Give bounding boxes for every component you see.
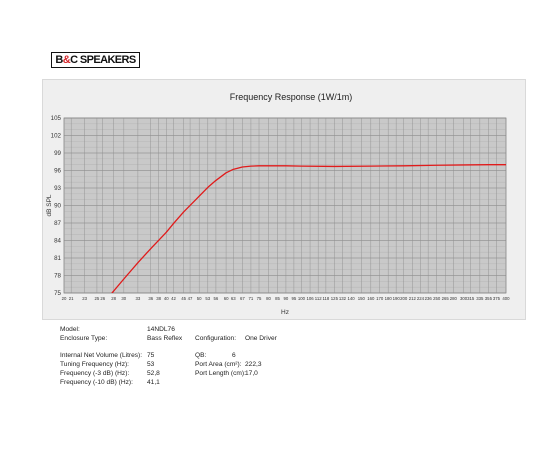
x-tick-label: 100 xyxy=(298,296,306,301)
spec-tuning-value: 53 xyxy=(147,361,155,368)
x-tick-label: 125 xyxy=(331,296,339,301)
x-tick-label: 40 xyxy=(164,296,169,301)
x-tick-label: 71 xyxy=(249,296,254,301)
x-tick-label: 335 xyxy=(476,296,484,301)
x-tick-label: 21 xyxy=(69,296,74,301)
spec-volume-value: 75 xyxy=(147,352,155,359)
x-tick-label: 160 xyxy=(367,296,375,301)
x-tick-label: 224 xyxy=(417,296,425,301)
x-tick-label: 26 xyxy=(100,296,105,301)
spec-f3-label: Frequency (-3 dB) (Hz): xyxy=(60,370,130,377)
frequency-response-chart: Frequency Response (1W/1m) 75 78 81 84 87 90 93… xyxy=(46,92,510,316)
x-tick-label: 300 xyxy=(460,296,468,301)
x-tick-label: 250 xyxy=(433,296,441,301)
chart-panel: Frequency Response (1W/1m) 75 78 81 84 87 90 93… xyxy=(42,79,526,320)
spec-config-label: Configuration: xyxy=(195,335,237,342)
response-curve-series-0 xyxy=(111,164,506,293)
x-tick-label: 355 xyxy=(485,296,493,301)
x-tick-label: 375 xyxy=(493,296,501,301)
y-tick-label: 78 xyxy=(54,273,61,280)
spec-qb-value: 6 xyxy=(232,352,236,359)
y-tick-label: 90 xyxy=(54,203,61,210)
x-tick-label: 47 xyxy=(188,296,193,301)
x-tick-label: 212 xyxy=(409,296,417,301)
y-tick-label: 102 xyxy=(51,133,62,140)
x-tick-label: 180 xyxy=(385,296,393,301)
y-tick-label: 105 xyxy=(51,115,62,122)
x-tick-label: 28 xyxy=(111,296,116,301)
y-tick-label: 75 xyxy=(54,290,61,297)
x-tick-label: 112 xyxy=(315,296,322,301)
x-tick-label: 118 xyxy=(322,296,329,301)
x-tick-label: 38 xyxy=(156,296,161,301)
x-tick-label: 53 xyxy=(205,296,210,301)
x-tick-label: 170 xyxy=(376,296,384,301)
x-tick-label: 25 xyxy=(95,296,100,301)
spec-tuning-label: Tuning Frequency (Hz): xyxy=(60,361,130,368)
x-tick-label: 33 xyxy=(135,296,140,301)
x-tick-label: 150 xyxy=(358,296,366,301)
x-tick-label: 67 xyxy=(240,296,245,301)
logo-text-a: B xyxy=(55,54,63,66)
y-tick-label: 84 xyxy=(54,238,61,245)
x-tick-label: 63 xyxy=(231,296,236,301)
x-tick-label: 90 xyxy=(284,296,289,301)
x-tick-label: 265 xyxy=(442,296,450,301)
spec-port-length-value: 17,0 xyxy=(245,370,258,377)
spec-port-length-label: Port Length (cm): xyxy=(195,370,246,377)
x-tick-label: 140 xyxy=(348,296,356,301)
spec-qb-label: QB: xyxy=(195,352,207,359)
x-tick-label: 85 xyxy=(275,296,280,301)
x-tick-label: 75 xyxy=(257,296,262,301)
x-tick-label: 36 xyxy=(148,296,153,301)
x-tick-label: 200 xyxy=(400,296,408,301)
x-tick-label: 60 xyxy=(224,296,229,301)
x-tick-label: 280 xyxy=(450,296,458,301)
y-tick-label: 93 xyxy=(54,185,61,192)
spec-model-label: Model: xyxy=(60,326,80,333)
y-tick-label: 81 xyxy=(54,255,61,262)
spec-f3-value: 52,8 xyxy=(147,370,160,377)
spec-port-area-label: Port Area (cm²): xyxy=(195,361,242,368)
spec-f10-label: Frequency (-10 dB) (Hz): xyxy=(60,379,133,386)
x-tick-label: 50 xyxy=(197,296,202,301)
x-tick-label: 80 xyxy=(266,296,271,301)
x-tick-label: 236 xyxy=(425,296,433,301)
x-tick-label: 30 xyxy=(121,296,126,301)
x-tick-label: 23 xyxy=(82,296,87,301)
x-axis-label: Hz xyxy=(281,309,289,316)
spec-volume-label: Internal Net Volume (Litres): xyxy=(60,352,143,359)
logo-ampersand: & xyxy=(62,54,71,66)
chart-title: Frequency Response (1W/1m) xyxy=(230,92,353,102)
x-tick-label: 132 xyxy=(339,296,347,301)
logo-text-b: C SPEAKERS xyxy=(70,54,136,66)
x-tick-label: 315 xyxy=(467,296,475,301)
x-tick-label: 95 xyxy=(292,296,297,301)
y-tick-label: 87 xyxy=(54,220,61,227)
y-tick-label: 99 xyxy=(54,150,61,157)
spec-enclosure-label: Enclosure Type: xyxy=(60,335,108,342)
spec-f10-value: 41,1 xyxy=(147,379,160,386)
x-tick-label: 20 xyxy=(62,296,67,301)
x-tick-label: 42 xyxy=(171,296,176,301)
y-tick-label: 96 xyxy=(54,168,61,175)
spec-config-value: One Driver xyxy=(245,335,277,342)
y-axis-label: dB SPL xyxy=(46,194,53,216)
x-tick-label: 56 xyxy=(214,296,219,301)
x-tick-label: 106 xyxy=(306,296,314,301)
x-tick-label: 45 xyxy=(181,296,186,301)
spec-port-area-value: 222,3 xyxy=(245,361,262,368)
spec-model-value: 14NDL76 xyxy=(147,326,175,333)
x-tick-label: 400 xyxy=(502,296,510,301)
brand-logo: B & C SPEAKERS xyxy=(51,52,140,68)
x-tick-label: 190 xyxy=(393,296,401,301)
spec-enclosure-value: Bass Reflex xyxy=(147,335,183,342)
